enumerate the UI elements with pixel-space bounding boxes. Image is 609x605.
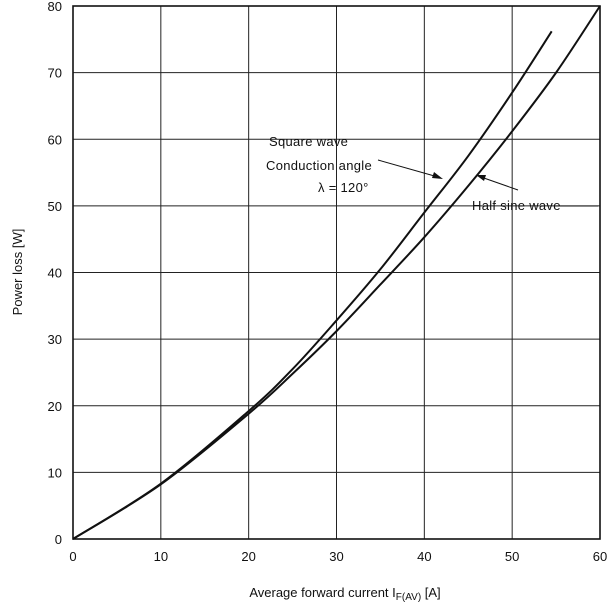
arrowhead-half-sine-wave: [476, 175, 486, 181]
y-tick-label: 70: [48, 66, 62, 81]
x-axis-title: Average forward current IF(AV) [A]: [249, 585, 440, 603]
x-tick-label: 60: [593, 549, 607, 564]
annotation-lambda: λ = 120°: [318, 180, 369, 195]
ticks: 0 10 20 30 40 50 60 0 10 20 30 40 50 60 70 80: [48, 0, 608, 564]
plot-frame: [72, 5, 601, 540]
y-tick-label: 60: [48, 132, 62, 147]
leader-line-square-wave: [377, 159, 439, 178]
x-tick-label: 50: [505, 549, 519, 564]
y-tick-label: 40: [48, 266, 62, 281]
y-axis-title: Power loss [W]: [10, 229, 25, 316]
y-tick-label: 80: [48, 0, 62, 14]
annotations: Square wave Conduction angle λ = 120° Ha…: [266, 134, 598, 213]
y-tick-label: 0: [55, 532, 62, 547]
arrowhead-square-wave: [432, 172, 443, 179]
series-group: [72, 5, 601, 540]
annotation-conduction-angle: Conduction angle: [266, 158, 372, 173]
x-tick-label: 0: [69, 549, 76, 564]
x-tick-label: 20: [241, 549, 255, 564]
y-tick-label: 50: [48, 199, 62, 214]
annotation-square-wave: Square wave: [269, 134, 348, 149]
x-tick-label: 40: [417, 549, 431, 564]
series-line-half-sine-wave: [72, 5, 601, 540]
y-tick-label: 30: [48, 332, 62, 347]
grid: [72, 5, 601, 540]
y-tick-label: 10: [48, 465, 62, 480]
x-tick-label: 10: [154, 549, 168, 564]
leader-line-half-sine-wave: [480, 176, 519, 191]
x-tick-label: 30: [329, 549, 343, 564]
annotation-half-sine-wave: Half sine wave: [472, 198, 561, 213]
series-line-square-wave: [72, 30, 553, 540]
y-tick-label: 20: [48, 399, 62, 414]
